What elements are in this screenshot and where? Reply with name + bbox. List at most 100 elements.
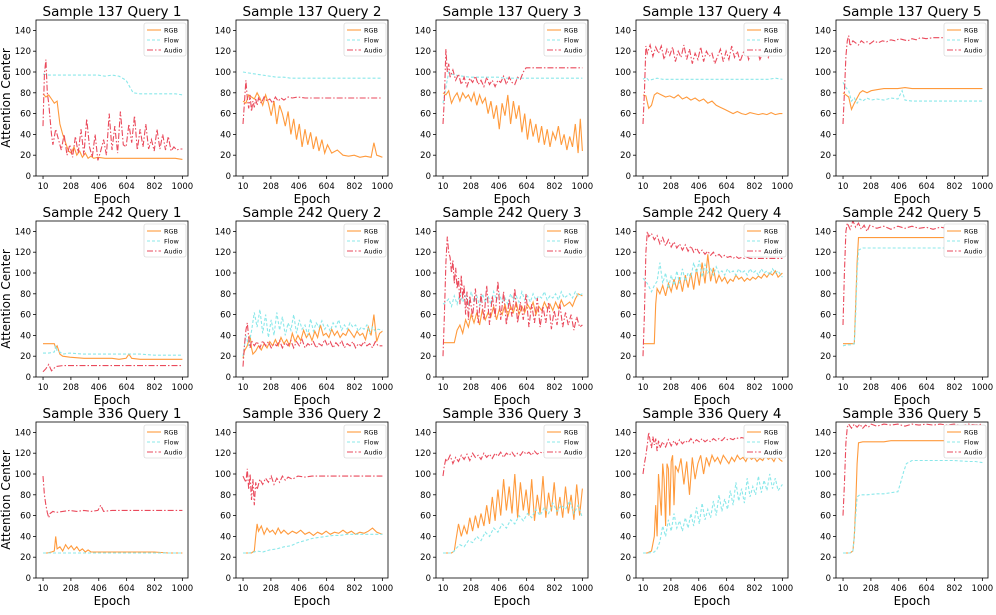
legend-label: Flow [564,439,580,447]
legend-label: RGB [164,27,178,35]
series-line-flow [442,71,583,104]
x-tick-label: 208 [463,584,479,594]
y-tick-label: 0 [826,574,831,584]
x-tick-label: 802 [946,584,962,594]
chart-title: Sample 336 Query 1 [43,408,182,422]
x-tick-label: 406 [491,584,507,594]
legend: RGB Flow Audio [343,22,387,57]
x-tick-label: 406 [891,182,907,192]
x-tick-label: 208 [63,182,79,192]
legend-label: RGB [364,228,378,236]
legend: RGB Flow Audio [743,424,787,459]
y-tick-label: 140 [15,428,31,438]
legend-label: RGB [764,228,778,236]
x-tick-label: 1000 [972,584,994,594]
y-tick-label: 100 [815,269,831,279]
y-tick-label: 140 [815,428,831,438]
y-tick-label: 40 [220,532,231,542]
chart-panel: Sample 336 Query 4 0 20 40 60 80 100 120 140 10 20… [615,408,794,608]
x-tick-label: 406 [91,182,107,192]
y-tick-label: 60 [820,311,831,321]
y-tick-label: 140 [415,227,431,237]
x-tick-label: 802 [546,182,562,192]
y-tick-label: 40 [220,331,231,341]
y-tick-label: 120 [815,47,831,57]
y-tick-label: 40 [220,130,231,140]
x-tick-label: 406 [691,383,707,393]
chart-title: Sample 137 Query 5 [843,6,982,20]
x-tick-label: 604 [119,383,135,393]
x-axis-label: Epoch [294,192,331,206]
chart-title: Sample 242 Query 2 [243,207,382,221]
y-tick-label: 140 [815,227,831,237]
x-tick-label: 604 [519,182,535,192]
x-tick-label: 1000 [972,182,994,192]
y-tick-label: 40 [20,331,31,341]
legend-label: Audio [164,47,182,55]
legend-label: RGB [764,27,778,35]
y-tick-label: 80 [220,89,231,99]
y-tick-label: 20 [820,151,831,161]
x-axis-label: Epoch [694,393,731,407]
x-axis-label: Epoch [494,192,531,206]
legend-label: Audio [564,248,582,256]
legend-label: Audio [364,248,382,256]
x-axis-label: Epoch [894,192,931,206]
y-tick-label: 100 [615,68,631,78]
x-tick-label: 1000 [172,182,194,192]
legend-box [143,22,187,57]
legend-box [543,223,587,258]
x-tick-label: 10 [238,182,249,192]
y-tick-label: 100 [415,470,431,480]
x-tick-label: 604 [319,182,335,192]
y-tick-label: 80 [20,89,31,99]
legend-label: Flow [364,37,380,45]
y-tick-label: 0 [626,373,631,383]
legend-label: Flow [564,37,580,45]
plot-frame [235,421,389,579]
x-tick-label: 1000 [372,584,394,594]
y-tick-label: 20 [820,553,831,563]
plot-frame [435,421,589,579]
series-line-audio [442,450,583,477]
legend-label: RGB [764,429,778,437]
y-tick-label: 40 [420,130,431,140]
legend-label: Audio [764,47,782,55]
x-axis-label: Epoch [894,393,931,407]
x-tick-label: 802 [746,383,762,393]
legend-label: Flow [964,439,980,447]
y-tick-label: 100 [615,470,631,480]
y-tick-label: 100 [15,269,31,279]
y-tick-label: 40 [420,331,431,341]
x-tick-label: 10 [438,584,449,594]
y-tick-label: 20 [20,151,31,161]
x-axis-label: Epoch [694,192,731,206]
x-tick-label: 802 [546,584,562,594]
series-line-rgb [642,92,783,116]
y-tick-label: 80 [620,290,631,300]
x-tick-label: 1000 [772,182,794,192]
y-tick-label: 140 [615,428,631,438]
y-tick-label: 20 [220,352,231,362]
y-tick-label: 100 [815,68,831,78]
y-tick-label: 20 [620,151,631,161]
series-line-audio [642,231,783,357]
y-tick-label: 0 [226,373,231,383]
plot-frame [635,220,789,378]
series-line-audio [642,42,783,125]
y-tick-label: 40 [820,331,831,341]
chart-title: Sample 242 Query 3 [443,207,582,221]
y-tick-label: 80 [420,89,431,99]
legend-label: Audio [364,47,382,55]
series-line-audio [642,432,783,475]
legend-label: Flow [764,238,780,246]
y-tick-label: 120 [815,449,831,459]
y-tick-label: 0 [26,373,31,383]
plot-frame [435,19,589,177]
legend-label: Audio [564,449,582,457]
y-tick-label: 120 [215,449,231,459]
x-tick-label: 1000 [772,584,794,594]
y-tick-label: 140 [815,26,831,36]
x-tick-label: 604 [719,383,735,393]
legend: RGB Flow Audio [343,223,387,258]
